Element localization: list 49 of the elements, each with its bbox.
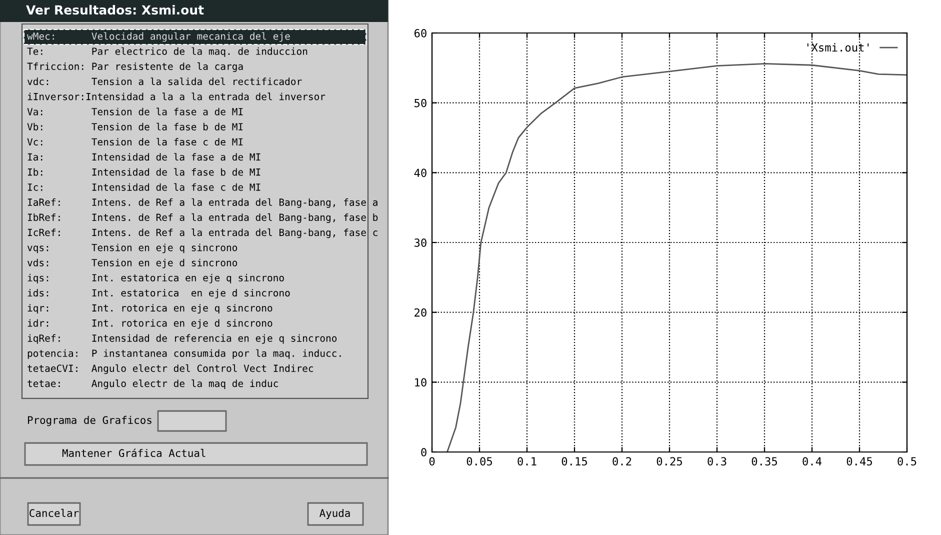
text: tetae: Angulo electr de la maq de induc bbox=[28, 380, 278, 390]
text: vdc: Tension a la salida del rectificador bbox=[27, 78, 302, 86]
x-tick-label: 0.1 bbox=[518, 457, 536, 466]
text: ids: Int. estatorica en eje d sincrono bbox=[28, 289, 290, 298]
legend-label: 'Xsmi.out' bbox=[807, 43, 869, 52]
text: Ib: Intensidad de la fase b de MI bbox=[28, 168, 260, 176]
x-tick-label: 0.25 bbox=[656, 457, 682, 466]
x-tick-label: 0.2 bbox=[612, 457, 632, 466]
text: potencia: P instantanea consumida por la maq. inducc. bbox=[28, 349, 341, 359]
y-tick-label: 30 bbox=[414, 238, 426, 247]
text: IcRef: Intens. de Ref a la entrada del Bang-bang, fase c bbox=[28, 228, 378, 238]
x-tick-label: 0.3 bbox=[708, 457, 726, 466]
text: Cancelar bbox=[30, 508, 79, 518]
y-tick-label: 0 bbox=[421, 448, 426, 456]
y-tick-label: 60 bbox=[414, 29, 426, 38]
x-tick-label: 0.35 bbox=[752, 457, 777, 466]
text: iqr: Int. rotorica en eje q sincrono bbox=[28, 304, 272, 314]
text: IaRef: Intens. de Ref a la entrada del Bang-bang, fase a bbox=[28, 198, 378, 208]
text: IbRef: Intens. de Ref a la entrada del Bang-bang, fase b bbox=[28, 213, 378, 223]
text: Vc: Tension de la fase c de MI bbox=[27, 138, 243, 146]
text: Mantener Gráfica Actual bbox=[62, 448, 206, 458]
y-tick-label: 40 bbox=[414, 168, 426, 178]
text: tetaeCVI: Angulo electr del Control Vect Indirec bbox=[28, 364, 313, 374]
x-tick-label: 0.15 bbox=[562, 457, 587, 466]
x-tick-label: 0.45 bbox=[846, 457, 872, 466]
text: Va: Tension de la fase a de MI bbox=[27, 108, 243, 116]
text: wMec: Velocidad angular mecanica del eje bbox=[27, 32, 290, 42]
x-tick-label: 0 bbox=[429, 457, 435, 466]
text: Ver Resultados: Xsmi.out bbox=[26, 4, 204, 15]
text: Ayuda bbox=[320, 508, 350, 520]
text: Ic: Intensidad de la fase c de MI bbox=[28, 183, 260, 191]
text: idr: Int. rotorica en eje d sincrono bbox=[28, 319, 272, 329]
y-tick-label: 50 bbox=[414, 98, 426, 108]
text: iqs: Int. estatorica en eje q sincrono bbox=[28, 274, 284, 284]
text: Programa de Graficos bbox=[28, 416, 152, 426]
text: Vb: Tension de la fase b de MI bbox=[27, 122, 243, 130]
text: Te: Par electrico de la maq. de induccion bbox=[27, 47, 308, 57]
x-tick-label: 0.4 bbox=[802, 457, 822, 466]
text: vqs: Tension en eje q sincrono bbox=[27, 244, 238, 254]
text: vds: Tension en eje d sincrono bbox=[27, 258, 238, 268]
x-tick-label: 0.05 bbox=[466, 457, 492, 466]
x-tick-label: 0.5 bbox=[898, 457, 916, 466]
text: Tfriccion: Par resistente de la carga bbox=[27, 62, 243, 72]
y-tick-label: 20 bbox=[414, 308, 426, 317]
line-series bbox=[446, 63, 907, 452]
text: iInversor:Intensidad a la a la entrada del inversor bbox=[28, 92, 326, 100]
y-tick-label: 10 bbox=[415, 378, 426, 387]
text: Ia: Intensidad de la fase a de MI bbox=[28, 153, 260, 161]
text: iqRef: Intensidad de referencia en eje q sincrono bbox=[28, 334, 337, 344]
